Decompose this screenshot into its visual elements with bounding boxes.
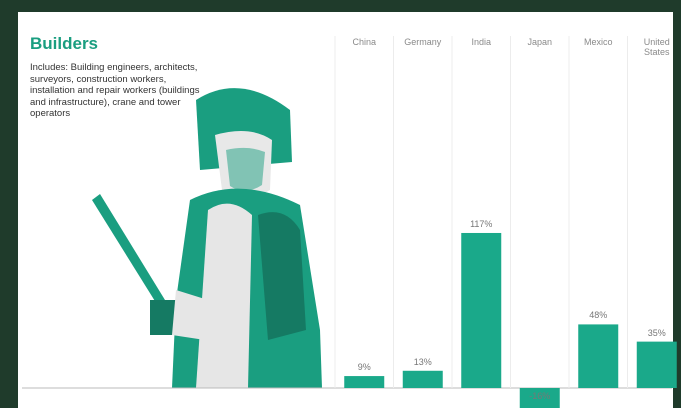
value-label: 9% (357, 362, 371, 373)
value-label: 117% (470, 218, 493, 229)
bar (636, 341, 677, 388)
illustration (92, 88, 322, 388)
category-label: India (471, 37, 492, 47)
chart-subtitle: Includes: Building engineers, architects… (30, 62, 200, 119)
category-label: Germany (404, 37, 442, 47)
value-label: 48% (589, 310, 608, 321)
value-label: 13% (413, 356, 432, 367)
category-label: United States (643, 37, 670, 57)
bar (344, 376, 385, 388)
bar (402, 370, 443, 388)
category-label: Mexico (583, 37, 613, 47)
chart-title: Builders (30, 34, 99, 53)
category-label: Japan (527, 37, 553, 47)
bar (461, 232, 502, 388)
value-label: 35% (647, 327, 666, 338)
category-label: China (352, 37, 376, 47)
value-label: -16% (529, 391, 551, 401)
panel (18, 12, 673, 408)
bar (519, 388, 560, 408)
bar (578, 324, 619, 388)
